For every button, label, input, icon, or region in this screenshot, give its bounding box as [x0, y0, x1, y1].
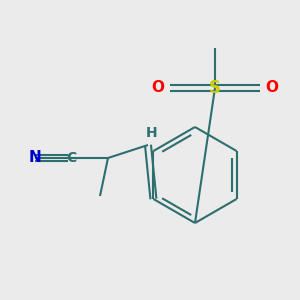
Text: N: N	[28, 151, 41, 166]
Text: S: S	[209, 79, 221, 97]
Text: H: H	[146, 126, 158, 140]
Text: O: O	[266, 80, 278, 95]
Text: C: C	[66, 151, 76, 165]
Text: O: O	[152, 80, 164, 95]
